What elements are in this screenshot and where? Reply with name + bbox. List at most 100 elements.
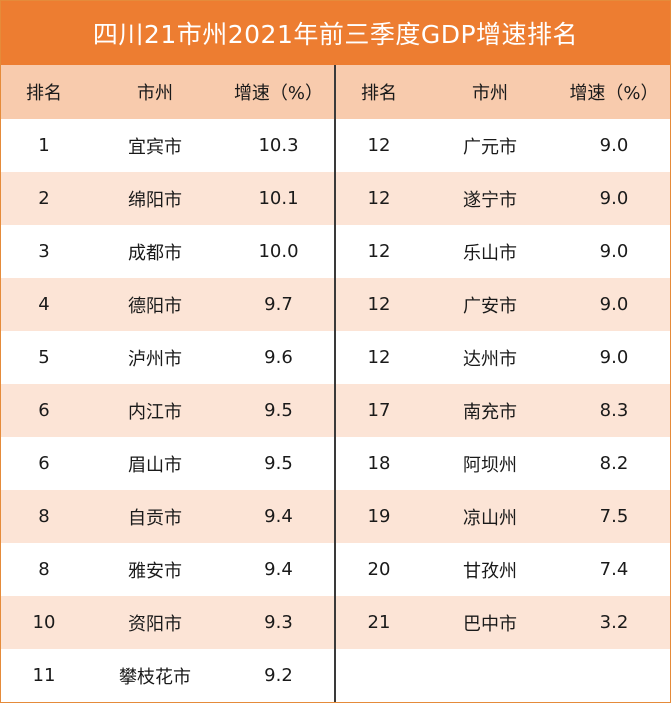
growth-cell: 7.4	[599, 559, 629, 580]
growth-cell: 8.3	[599, 400, 629, 421]
rank-cell: 17	[367, 400, 391, 421]
city-cell: 甘孜州	[463, 560, 517, 582]
ranking-table: 排名 市州 增速（%） 1 宜宾市 10.3 2 绵阳市 10.1 3 成都市 10.0 4 德阳市…	[1, 65, 670, 702]
rank-cell: 18	[367, 453, 391, 474]
city-cell: 乐山市	[463, 242, 517, 264]
growth-cell: 9.4	[264, 559, 293, 580]
growth-cell: 9.5	[264, 400, 293, 421]
growth-cell: 9.5	[264, 453, 293, 474]
rank-cell: 11	[32, 665, 56, 686]
right-header-row: 排名 市州 增速（%）	[336, 65, 670, 119]
table-row: 6 内江市 9.5	[1, 384, 334, 437]
left-header-row: 排名 市州 增速（%）	[1, 65, 334, 119]
city-cell: 成都市	[128, 242, 182, 264]
city-cell: 广安市	[463, 295, 517, 317]
city-cell: 内江市	[128, 401, 182, 423]
rank-cell: 20	[367, 559, 391, 580]
rank-cell: 4	[38, 294, 50, 315]
rank-header: 排名	[361, 83, 397, 104]
table-row: 21 巴中市 3.2	[336, 596, 670, 649]
city-cell: 雅安市	[128, 560, 182, 582]
city-cell: 达州市	[463, 348, 517, 370]
table-row: 10 资阳市 9.3	[1, 596, 334, 649]
table-row: 8 自贡市 9.4	[1, 490, 334, 543]
right-table-half: 排名 市州 增速（%） 12 广元市 9.0 12 遂宁市 9.0 12 乐山市 9.0 12 广安…	[336, 65, 670, 702]
growth-cell: 8.2	[599, 453, 629, 474]
rank-cell: 8	[38, 559, 50, 580]
rank-cell: 8	[38, 506, 50, 527]
rank-cell: 2	[38, 188, 50, 209]
growth-cell: 9.0	[599, 294, 629, 315]
table-row: 2 绵阳市 10.1	[1, 172, 334, 225]
table-row: 5 泸州市 9.6	[1, 331, 334, 384]
rank-cell: 6	[38, 400, 50, 421]
rank-cell: 12	[367, 135, 391, 156]
table-row: 1 宜宾市 10.3	[1, 119, 334, 172]
growth-cell: 7.5	[599, 506, 629, 527]
growth-cell: 10.1	[258, 188, 299, 209]
table-row: 12 达州市 9.0	[336, 331, 670, 384]
city-cell: 攀枝花市	[119, 666, 191, 688]
right-table-body: 12 广元市 9.0 12 遂宁市 9.0 12 乐山市 9.0 12 广安市 9.0 12 达州市 9.0…	[336, 119, 670, 702]
table-row: 8 雅安市 9.4	[1, 543, 334, 596]
city-cell: 遂宁市	[463, 189, 517, 211]
growth-header: 增速（%）	[233, 83, 324, 104]
city-cell: 绵阳市	[128, 189, 182, 211]
table-row: 12 广元市 9.0	[336, 119, 670, 172]
table-row: 12 广安市 9.0	[336, 278, 670, 331]
table-row: 12 乐山市 9.0	[336, 225, 670, 278]
rank-cell: 10	[32, 612, 56, 633]
growth-cell: 10.0	[258, 241, 299, 262]
rank-cell: 19	[367, 506, 391, 527]
table-row: 11 攀枝花市 9.2	[1, 649, 334, 702]
growth-cell: 9.4	[264, 506, 293, 527]
rank-cell: 5	[38, 347, 50, 368]
rank-cell: 12	[367, 294, 391, 315]
growth-cell: 9.0	[599, 347, 629, 368]
city-cell: 泸州市	[128, 348, 182, 370]
city-cell: 德阳市	[128, 295, 182, 317]
table-row: 20 甘孜州 7.4	[336, 543, 670, 596]
table-row: 6 眉山市 9.5	[1, 437, 334, 490]
rank-cell: 3	[38, 241, 50, 262]
growth-cell: 9.0	[599, 188, 629, 209]
city-cell: 资阳市	[128, 613, 182, 635]
empty-row	[336, 649, 670, 702]
city-header: 市州	[472, 83, 508, 104]
table-row: 19 凉山州 7.5	[336, 490, 670, 543]
growth-cell: 10.3	[258, 135, 299, 156]
city-cell: 南充市	[463, 401, 517, 423]
rank-header: 排名	[26, 83, 62, 104]
table-title: 四川21市州2021年前三季度GDP增速排名	[1, 1, 670, 65]
city-cell: 宜宾市	[128, 136, 182, 158]
table-row: 12 遂宁市 9.0	[336, 172, 670, 225]
table-row: 4 德阳市 9.7	[1, 278, 334, 331]
growth-header: 增速（%）	[569, 83, 659, 104]
city-cell: 阿坝州	[463, 454, 517, 476]
rank-cell: 6	[38, 453, 50, 474]
growth-cell: 9.7	[264, 294, 293, 315]
rank-cell: 21	[367, 612, 391, 633]
city-cell: 巴中市	[463, 613, 517, 635]
growth-cell: 3.2	[599, 612, 629, 633]
rank-cell: 12	[367, 188, 391, 209]
growth-cell: 9.3	[264, 612, 293, 633]
city-cell: 凉山州	[463, 507, 517, 529]
table-row: 17 南充市 8.3	[336, 384, 670, 437]
city-cell: 广元市	[463, 136, 517, 158]
left-table-body: 1 宜宾市 10.3 2 绵阳市 10.1 3 成都市 10.0 4 德阳市 9.7 5 泸州市 9.6 6 内…	[1, 119, 334, 702]
city-cell: 眉山市	[128, 454, 182, 476]
growth-cell: 9.0	[599, 135, 629, 156]
growth-cell: 9.0	[599, 241, 629, 262]
rank-cell: 12	[367, 347, 391, 368]
rank-cell: 1	[38, 135, 50, 156]
city-header: 市州	[137, 83, 173, 104]
rank-cell: 12	[367, 241, 391, 262]
growth-cell: 9.2	[264, 665, 293, 686]
growth-cell: 9.6	[264, 347, 293, 368]
city-cell: 自贡市	[128, 507, 182, 529]
left-table-half: 排名 市州 增速（%） 1 宜宾市 10.3 2 绵阳市 10.1 3 成都市 10.0 4 德阳市…	[1, 65, 336, 702]
table-row: 3 成都市 10.0	[1, 225, 334, 278]
table-row: 18 阿坝州 8.2	[336, 437, 670, 490]
